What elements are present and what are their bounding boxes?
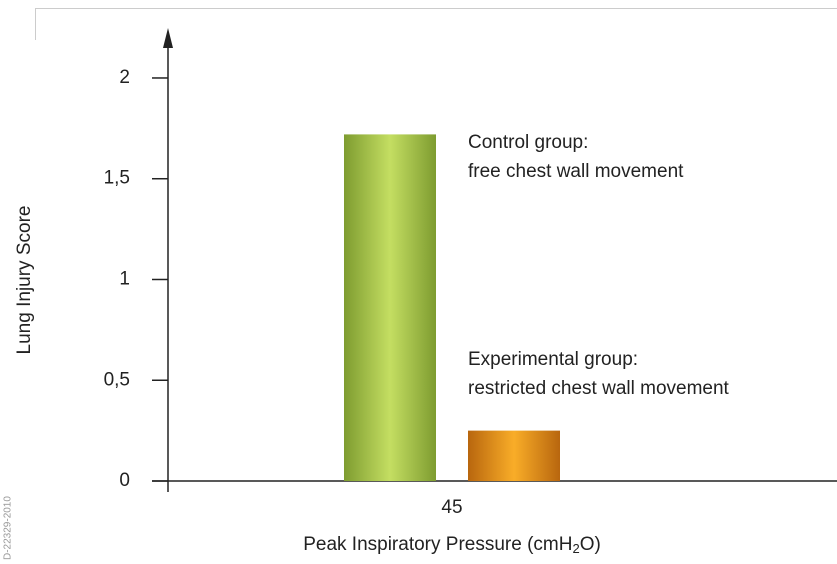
series-annotation: free chest wall movement [468,161,684,182]
bar [468,430,560,481]
y-tick-label: 1 [119,269,130,290]
x-tick-label: 45 [441,497,462,518]
series-annotation: Control group: [468,132,588,153]
y-axis-arrow [163,28,173,48]
y-tick-label: 0 [119,470,130,491]
y-tick-label: 1,5 [104,168,130,189]
x-label-tail: O) [580,534,601,555]
series-annotation: restricted chest wall movement [468,378,730,399]
series-annotation: Experimental group: [468,349,638,370]
bar [344,134,436,482]
y-axis-label: Lung Injury Score [14,206,35,355]
x-label-text: Peak Inspiratory Pressure (cmH [303,534,572,555]
x-label-sub: 2 [572,541,579,556]
y-tick-label: 0,5 [104,369,130,390]
side-note: D-22329-2010 [3,496,14,560]
y-tick-label: 2 [119,67,130,88]
x-axis-label: Peak Inspiratory Pressure (cmH2O) [303,534,601,556]
